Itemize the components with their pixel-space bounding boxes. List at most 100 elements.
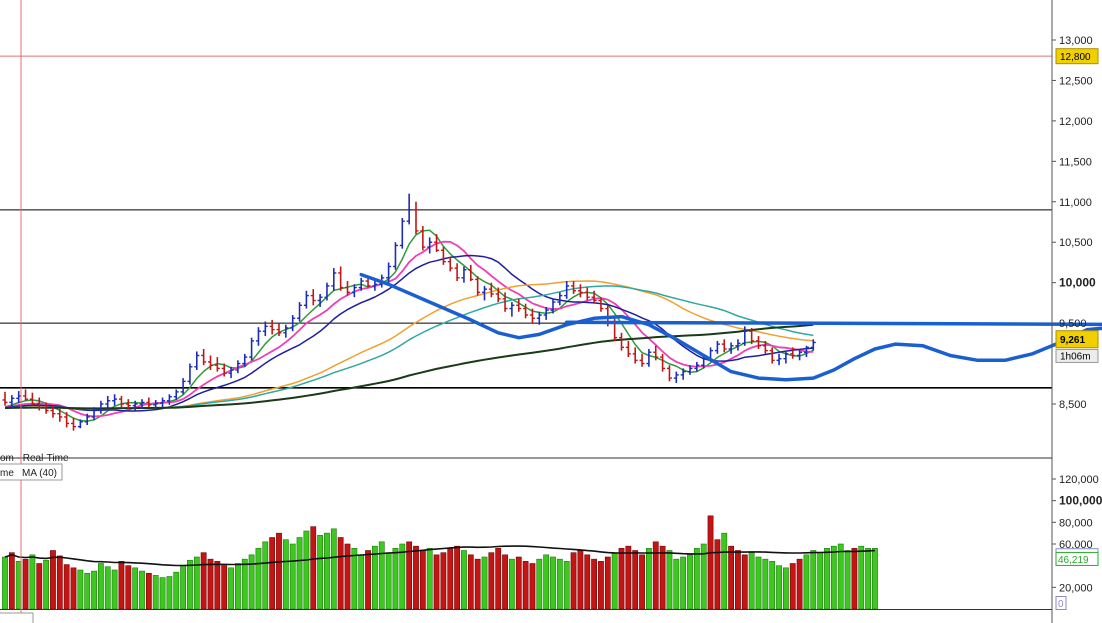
price-tick-label: 10,000	[1059, 276, 1096, 290]
volume-bar	[461, 550, 467, 610]
ohlc-bar	[790, 347, 796, 359]
volume-ma-line	[4, 545, 875, 567]
ohlc-bar	[413, 201, 419, 235]
volume-bar	[351, 548, 358, 610]
volume-tag: 46,219	[1055, 551, 1099, 566]
volume-bar	[8, 552, 15, 610]
volume-bar	[426, 548, 433, 610]
volume-bar	[502, 554, 508, 610]
volume-bar	[296, 537, 303, 610]
ohlc-bar	[77, 419, 83, 429]
ohlc-bar	[468, 264, 474, 282]
ohlc-bar	[735, 339, 741, 351]
ohlc-bar	[598, 297, 604, 312]
volume-bar	[810, 550, 817, 610]
ohlc-bar	[714, 340, 720, 354]
ohlc-bar	[591, 290, 597, 304]
volume-bar	[63, 564, 70, 610]
ohlc-bar	[98, 400, 104, 414]
volume-ma-line	[4, 545, 875, 567]
volume-bar	[666, 550, 673, 610]
volume-legend: me MA (40)	[0, 463, 63, 481]
ohlc-bar	[112, 394, 118, 406]
ohlc-bar	[619, 332, 624, 351]
volume-bar	[735, 550, 741, 610]
price-axis: 13,000 12,500 12,000 11,500 11,000 10,500 10,0…	[1051, 0, 1096, 623]
ohlc-bar	[482, 285, 487, 301]
volume-bar	[680, 556, 687, 610]
ohlc-bar	[488, 282, 494, 298]
volume-bar	[652, 541, 659, 610]
ma-line-9	[4, 240, 814, 418]
drawn-neckline	[564, 320, 1102, 327]
ohlc-bar	[653, 345, 659, 361]
volume-bar	[173, 571, 180, 610]
ohlc-bar	[132, 400, 138, 411]
ohlc-bar	[2, 391, 8, 406]
volume-bar	[262, 541, 269, 610]
ohlc-bar	[36, 397, 42, 411]
ohlc-bar	[249, 337, 255, 361]
ohlc-bar	[153, 399, 159, 410]
ohlc-bar	[461, 266, 467, 283]
ohlc-bar	[71, 417, 76, 431]
ohlc-bar	[50, 405, 56, 418]
ohlc-bar	[187, 363, 193, 385]
ohlc-bar	[57, 408, 63, 422]
ohlc-bar	[769, 347, 775, 364]
volume-bar	[522, 561, 529, 610]
volume-bar	[481, 556, 488, 610]
ohlc-bar	[694, 361, 700, 372]
volume-bar	[166, 576, 173, 610]
volume-bar	[111, 569, 118, 610]
ohlc-bar	[427, 237, 433, 254]
ohlc-bar	[386, 262, 392, 283]
volume-bar	[830, 545, 837, 610]
volume-bar	[556, 558, 563, 610]
ohlc-bar	[105, 395, 111, 409]
ohlc-bar	[262, 321, 268, 337]
volume-bar	[604, 556, 611, 610]
ohlc-bar	[139, 399, 145, 409]
volume-bar	[365, 550, 371, 610]
volume-bar	[789, 563, 796, 610]
ohlc-bar	[783, 350, 789, 364]
ohlc-bar	[776, 353, 782, 366]
volume-bar	[488, 552, 495, 610]
volume-bar	[241, 558, 248, 610]
volume-bar	[255, 548, 262, 610]
volume-bar	[632, 550, 639, 610]
volume-bar	[769, 561, 776, 610]
marked-level-tag-box	[1055, 48, 1099, 65]
ohlc-bar	[762, 340, 768, 354]
volume-bar	[399, 543, 406, 610]
ohlc-bar	[673, 371, 679, 383]
ohlc-bar	[290, 315, 296, 332]
volume-bar	[851, 548, 858, 610]
volume-bar	[741, 554, 748, 610]
volume-legend-box	[0, 463, 63, 481]
ohlc-bar	[180, 378, 186, 395]
volume-bar	[419, 550, 426, 610]
ma-line-15	[4, 254, 814, 412]
volume-bar	[755, 556, 762, 610]
volume-tick-label: 100,000	[1059, 494, 1102, 508]
volume-bar	[598, 561, 604, 610]
volume-bar	[303, 530, 310, 610]
volume-bar	[467, 554, 474, 610]
volume-bar	[673, 558, 680, 610]
volume-bar	[248, 554, 255, 610]
volume-bar	[330, 528, 337, 610]
volume-bar	[837, 543, 844, 610]
volume-bar	[344, 543, 351, 610]
ohlc-bar	[173, 389, 179, 400]
ohlc-bar	[331, 268, 337, 291]
volume-tick-label: 120,000	[1059, 474, 1099, 486]
volume-bar	[84, 572, 91, 610]
ohlc-bar	[208, 355, 213, 371]
volume-bar	[803, 554, 810, 610]
volume-bar	[508, 558, 515, 610]
volume-bar	[50, 550, 56, 610]
